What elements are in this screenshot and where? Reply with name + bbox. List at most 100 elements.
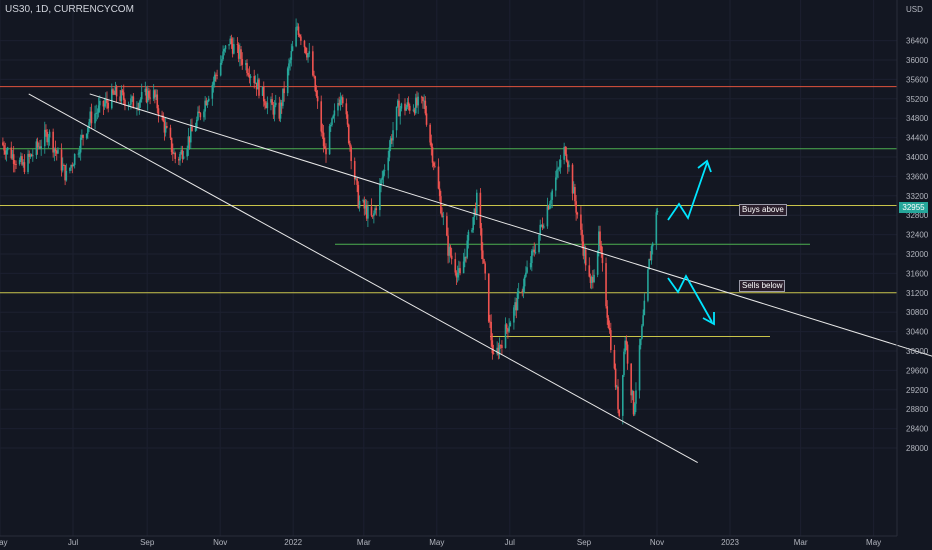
candle-body [95, 113, 98, 114]
candle-body [180, 150, 183, 154]
candle-body [455, 272, 458, 278]
candle-body [322, 132, 325, 147]
candle-body [6, 147, 9, 151]
y-tick-label: 28000 [906, 444, 929, 453]
candle-body [515, 302, 518, 311]
candle-body [584, 249, 587, 266]
candle-body [73, 153, 76, 165]
candle-body [382, 171, 385, 178]
candle-body [464, 256, 466, 262]
projection-arrows [667, 159, 715, 326]
candle-body [295, 27, 297, 47]
candle-body [77, 153, 80, 155]
candle-body [289, 59, 291, 64]
candle-body [557, 168, 559, 170]
x-tick-label: May [429, 538, 444, 547]
candle-body [152, 90, 155, 99]
time-axis[interactable]: May Jul Sep Nov 2022 Mar May Jul Sep Nov 2023 Mar Ma… [0, 538, 881, 547]
candle-body [72, 164, 75, 167]
candle-body [248, 74, 251, 78]
candle-body [145, 88, 148, 103]
grid [0, 0, 897, 536]
candle-body [389, 138, 392, 148]
candle-body [131, 96, 133, 99]
candle-body [179, 153, 181, 161]
candle-body [412, 109, 415, 111]
candle-body [154, 90, 156, 98]
candle-body [97, 105, 100, 113]
candle-body [205, 100, 208, 106]
y-tick-label: 30000 [906, 347, 929, 356]
candle-body [404, 103, 406, 111]
candle-body [313, 75, 315, 77]
candle-body [422, 97, 424, 102]
candle-body [28, 153, 31, 157]
candle-body [308, 51, 311, 54]
candle-body [373, 213, 375, 216]
candle-body [456, 272, 459, 278]
candle-body [414, 97, 417, 114]
down-arrow-path [667, 274, 713, 323]
candle-body [278, 102, 281, 119]
candle-body [237, 44, 240, 59]
candle-body [266, 102, 269, 109]
candle-body [509, 322, 512, 327]
candle-body [475, 192, 478, 214]
candle-body [140, 91, 143, 100]
candle-body [655, 212, 658, 244]
candle-body [356, 178, 358, 185]
candle-body [533, 249, 536, 253]
candle-body [408, 105, 411, 111]
candle-body [195, 119, 198, 129]
candle-body [53, 148, 56, 153]
candle-body [599, 231, 601, 246]
price-axis[interactable]: USD 28000 28400 28800 29200 29600 30000 30400 30… [906, 5, 929, 453]
candle-body [550, 199, 552, 204]
x-tick-label: Jul [68, 538, 78, 547]
candle-body [538, 234, 540, 253]
candle-body [479, 192, 482, 229]
candle-body [138, 102, 141, 109]
candle-body [273, 105, 276, 115]
candle-body [618, 409, 621, 416]
candle-body [199, 113, 202, 118]
candle-body [328, 126, 331, 155]
candle-body [497, 347, 500, 355]
symbol-title: US30, 1D, CURRENCYCOM [5, 4, 134, 15]
candle-body [605, 263, 607, 307]
candle-body [229, 38, 232, 45]
candle-body [312, 51, 314, 76]
candle-body [148, 90, 150, 98]
y-tick-label: 32800 [906, 211, 929, 220]
candle-body [157, 108, 160, 116]
candle-body [541, 224, 544, 228]
candle-body [172, 152, 174, 154]
y-tick-label: 34800 [906, 114, 929, 123]
candle-body [48, 131, 51, 138]
candle-body [413, 109, 416, 114]
candle-body [88, 122, 90, 128]
candle-body [425, 113, 428, 125]
candle-body [162, 115, 165, 122]
candle-body [606, 306, 609, 318]
candle-body [513, 307, 515, 323]
candle-body [191, 126, 193, 132]
channel-line [89, 93, 932, 357]
candle-body [35, 141, 38, 156]
candle-body [610, 330, 612, 351]
candle-body [239, 49, 241, 59]
candle-body [297, 26, 300, 35]
candle-body [534, 252, 537, 253]
candle-body [258, 79, 260, 96]
candle-body [540, 224, 543, 226]
candle-body [32, 155, 34, 157]
up-arrow-path [667, 162, 708, 221]
candle-body [490, 321, 492, 341]
candle-body [10, 147, 13, 159]
candle-body [592, 276, 594, 283]
candle-body [563, 146, 565, 160]
candle-body [40, 146, 42, 149]
candle-body [598, 231, 600, 251]
buys-above-label: Buys above [739, 204, 787, 216]
